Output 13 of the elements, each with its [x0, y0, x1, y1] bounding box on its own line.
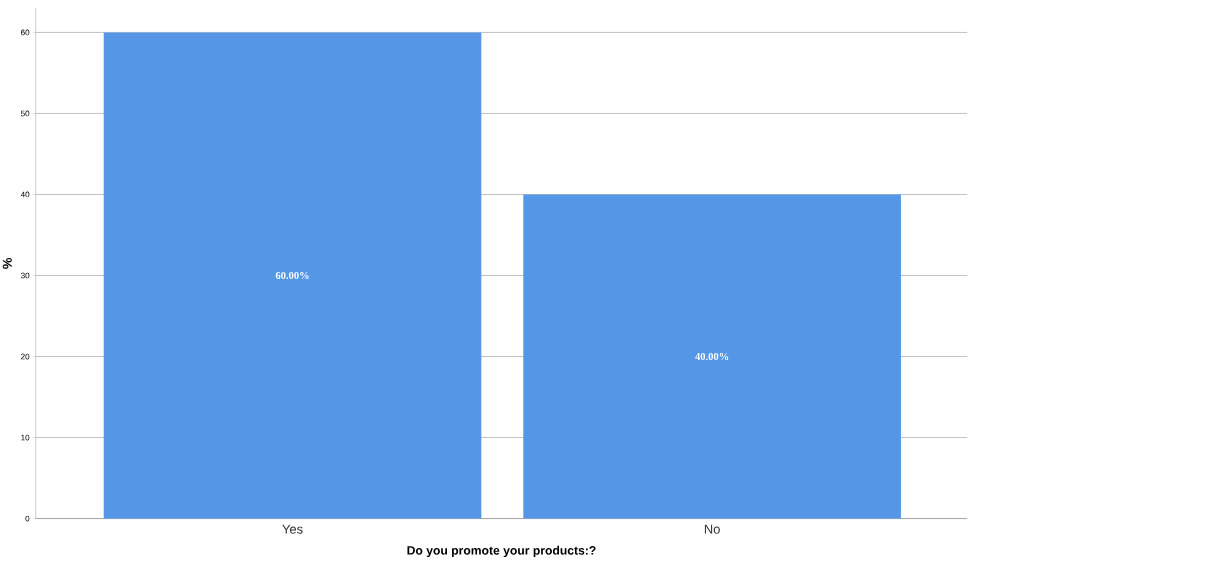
x-tick-label: Yes — [282, 524, 303, 534]
y-tick-label: 40 — [20, 191, 30, 198]
y-tick-label: 20 — [21, 353, 30, 360]
y-tick-label: 30 — [20, 272, 30, 279]
y-tick-label: 50 — [20, 110, 30, 117]
x-axis-title: Do you promote your products:? — [407, 545, 596, 558]
data-label: 40.00% — [695, 353, 729, 361]
x-tick-label: No — [704, 524, 720, 534]
y-tick-label: 0 — [25, 515, 30, 522]
y-tick-label: 60 — [21, 29, 30, 36]
y-tick-label: 10 — [21, 434, 30, 441]
y-axis-title: % — [2, 258, 12, 269]
data-label: 60.00% — [275, 272, 309, 280]
